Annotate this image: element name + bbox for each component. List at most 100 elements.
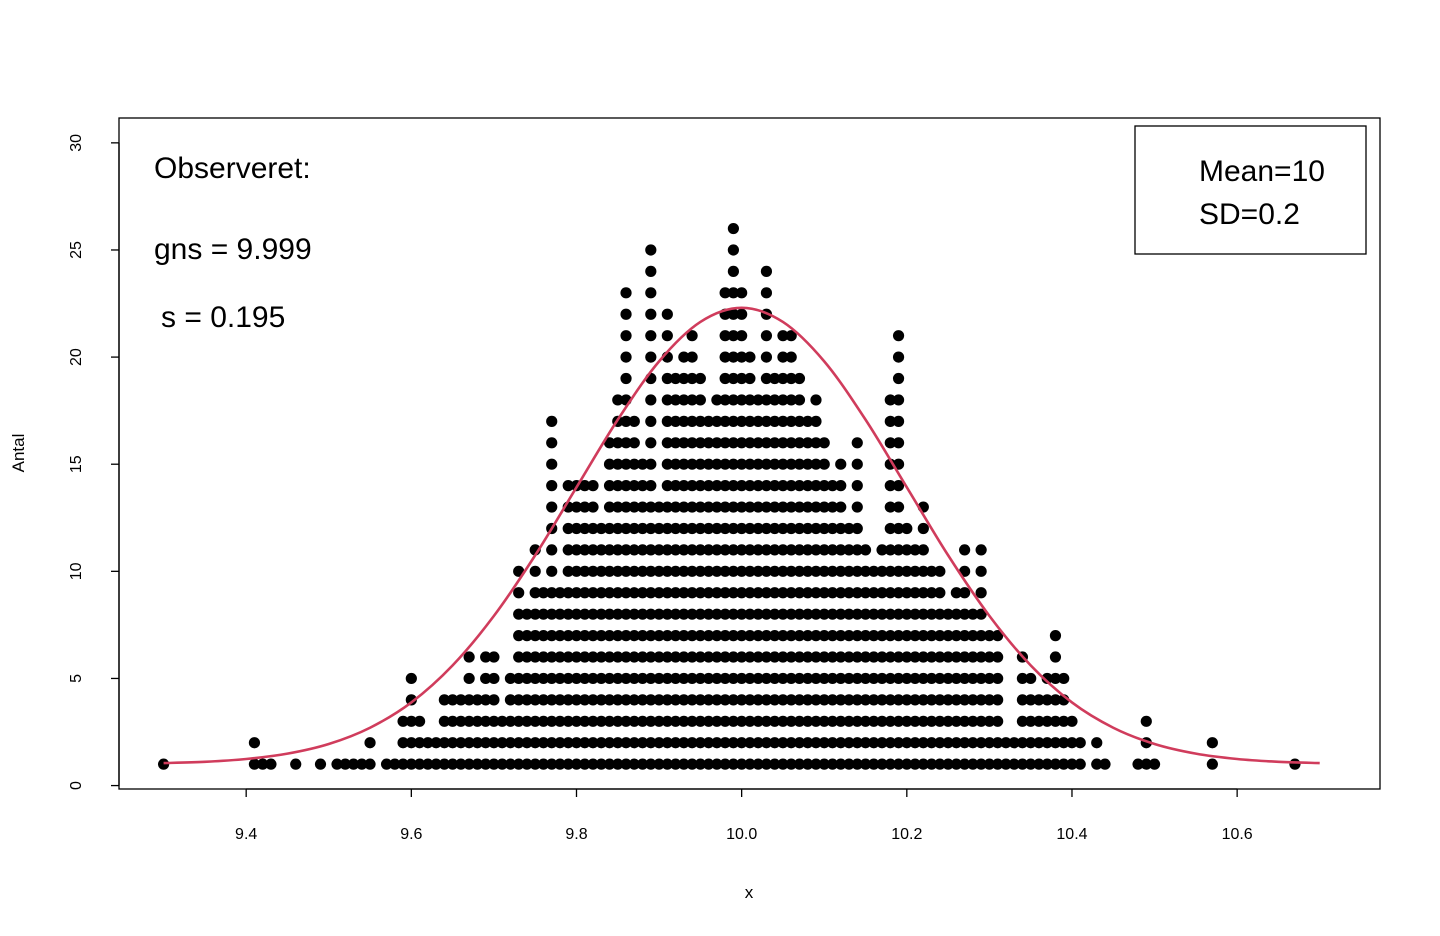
- dot: [529, 651, 541, 663]
- dot: [785, 737, 797, 749]
- dot: [669, 437, 682, 449]
- dot: [727, 630, 739, 642]
- dot: [595, 544, 607, 556]
- y-tick-label: 10: [68, 562, 85, 580]
- dot: [480, 694, 492, 706]
- dot: [636, 651, 649, 663]
- dot: [562, 522, 574, 535]
- dot: [620, 437, 632, 449]
- dot: [719, 694, 731, 706]
- dot: [777, 415, 789, 427]
- dot: [570, 587, 583, 599]
- dot: [835, 672, 847, 685]
- dot: [992, 737, 1004, 749]
- dot: [703, 608, 715, 620]
- dot: [818, 694, 830, 706]
- dot: [1049, 758, 1062, 770]
- dot: [1025, 672, 1037, 685]
- dot: [876, 672, 888, 685]
- dot: [620, 651, 632, 663]
- dot: [703, 630, 715, 642]
- dot: [1091, 758, 1103, 770]
- dot: [661, 522, 673, 535]
- dot: [818, 651, 830, 663]
- dot: [612, 694, 624, 706]
- dot: [488, 672, 500, 685]
- dot: [678, 458, 690, 470]
- dot: [678, 351, 690, 363]
- dot: [884, 694, 896, 706]
- dot: [686, 351, 698, 363]
- dot: [793, 737, 806, 749]
- dot: [636, 458, 649, 470]
- dot: [901, 651, 913, 663]
- dot: [257, 758, 269, 770]
- dot: [942, 672, 954, 685]
- dot: [603, 608, 616, 620]
- dot: [785, 565, 797, 577]
- dot: [826, 480, 839, 492]
- dot: [653, 501, 665, 513]
- dot: [455, 694, 467, 706]
- dot: [471, 715, 483, 727]
- dot: [727, 437, 739, 449]
- dot: [711, 544, 723, 556]
- dot: [636, 544, 649, 556]
- dot: [925, 694, 938, 706]
- x-tick-label: 10.0: [726, 826, 757, 843]
- dot: [1041, 737, 1053, 749]
- dot: [769, 458, 781, 470]
- dot: [496, 715, 508, 727]
- dot: [983, 737, 995, 749]
- dot: [826, 651, 839, 663]
- dot: [934, 608, 946, 620]
- dot: [678, 608, 690, 620]
- dot: [992, 758, 1004, 770]
- dot: [570, 608, 583, 620]
- dot: [703, 415, 715, 427]
- dot: [496, 758, 508, 770]
- dot: [645, 287, 657, 299]
- dot: [975, 651, 987, 663]
- dot: [769, 608, 781, 620]
- dot: [818, 737, 830, 749]
- dot: [587, 480, 599, 492]
- dot: [669, 608, 682, 620]
- dot: [694, 758, 706, 770]
- dot: [760, 458, 773, 470]
- dot: [901, 522, 913, 535]
- dot: [521, 608, 533, 620]
- dot: [463, 672, 475, 685]
- dot: [603, 672, 616, 685]
- dot: [628, 458, 640, 470]
- dot: [339, 758, 351, 770]
- dot: [975, 715, 987, 727]
- dot: [694, 458, 706, 470]
- dot: [694, 672, 706, 685]
- dot: [769, 522, 781, 535]
- dot: [579, 587, 591, 599]
- dot: [661, 501, 673, 513]
- dot: [719, 287, 731, 299]
- dot: [925, 737, 938, 749]
- dot: [892, 522, 905, 535]
- annotation: gns = 9.999: [154, 233, 312, 266]
- dot: [983, 694, 995, 706]
- dot: [1016, 758, 1029, 770]
- dot: [678, 651, 690, 663]
- dot: [513, 715, 525, 727]
- dot: [975, 630, 987, 642]
- dot: [1148, 758, 1161, 770]
- dot: [546, 480, 558, 492]
- dot: [455, 715, 467, 727]
- dot: [843, 565, 855, 577]
- dot: [835, 458, 847, 470]
- dot: [430, 737, 442, 749]
- dot: [636, 501, 649, 513]
- dot: [546, 630, 558, 642]
- dot: [727, 244, 739, 256]
- dot: [884, 715, 896, 727]
- dot: [769, 544, 781, 556]
- dot: [818, 544, 830, 556]
- dot: [694, 630, 706, 642]
